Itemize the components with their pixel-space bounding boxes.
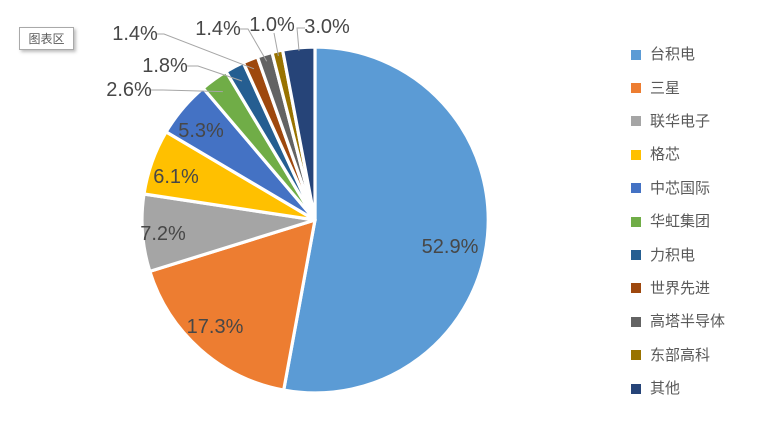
legend-swatch-icon — [631, 350, 641, 361]
pie-data-label-5: 2.6% — [106, 79, 152, 101]
legend-item-2[interactable]: 联华电子 — [631, 105, 725, 138]
legend-item-1[interactable]: 三星 — [631, 71, 725, 104]
legend-swatch-icon — [631, 149, 641, 160]
chart-area-tooltip: 图表区 — [19, 27, 74, 50]
pie-data-label-8: 1.4% — [195, 18, 241, 40]
legend-item-label: 其他 — [650, 380, 681, 398]
pie-data-label-0: 52.9% — [422, 236, 479, 258]
leader-line-6 — [186, 65, 243, 82]
legend-item-label: 力积电 — [650, 246, 696, 264]
pie-data-label-6: 1.8% — [142, 55, 188, 77]
legend-item-10[interactable]: 其他 — [631, 372, 725, 405]
leader-line-8 — [240, 28, 268, 62]
legend-swatch-icon — [631, 250, 641, 261]
legend-item-label: 中芯国际 — [650, 179, 711, 197]
pie-data-label-9: 1.0% — [249, 14, 295, 36]
legend-item-5[interactable]: 华虹集团 — [631, 205, 725, 238]
chart-area-tooltip-label: 图表区 — [28, 32, 65, 46]
pie-slice-1[interactable] — [148, 218, 317, 392]
legend-swatch-icon — [631, 316, 641, 327]
leader-line-7 — [156, 33, 255, 70]
pie-slice-0[interactable] — [282, 45, 490, 395]
legend-item-label: 华虹集团 — [650, 213, 711, 231]
legend-item-7[interactable]: 世界先进 — [631, 272, 725, 305]
legend-item-label: 世界先进 — [650, 279, 711, 297]
legend-item-label: 联华电子 — [650, 112, 711, 130]
pie-data-label-7: 1.4% — [112, 23, 158, 45]
legend-swatch-icon — [631, 383, 641, 394]
pie-data-label-2: 7.2% — [140, 223, 186, 245]
legend-item-label: 台积电 — [650, 46, 696, 64]
legend-item-8[interactable]: 高塔半导体 — [631, 305, 725, 338]
leader-line-9 — [273, 32, 279, 57]
leader-line-10 — [296, 27, 305, 51]
legend-item-4[interactable]: 中芯国际 — [631, 172, 725, 205]
pie-data-label-10: 3.0% — [304, 16, 350, 38]
pie-data-label-3: 6.1% — [153, 166, 199, 188]
pie-data-label-4: 5.3% — [178, 120, 224, 142]
legend: 台积电三星联华电子格芯中芯国际华虹集团力积电世界先进高塔半导体东部高科其他 — [631, 38, 725, 405]
legend-item-6[interactable]: 力积电 — [631, 238, 725, 271]
legend-item-9[interactable]: 东部高科 — [631, 339, 725, 372]
legend-swatch-icon — [631, 183, 641, 194]
legend-swatch-icon — [631, 216, 641, 227]
leader-line-5 — [151, 89, 223, 93]
legend-item-label: 三星 — [650, 79, 681, 97]
legend-swatch-icon — [631, 83, 641, 94]
pie-data-label-1: 17.3% — [187, 316, 244, 338]
legend-item-3[interactable]: 格芯 — [631, 138, 725, 171]
legend-item-0[interactable]: 台积电 — [631, 38, 725, 71]
legend-item-label: 格芯 — [650, 146, 681, 164]
legend-swatch-icon — [631, 116, 641, 127]
legend-swatch-icon — [631, 283, 641, 294]
legend-item-label: 东部高科 — [650, 346, 711, 364]
legend-item-label: 高塔半导体 — [650, 313, 726, 331]
legend-swatch-icon — [631, 49, 641, 60]
